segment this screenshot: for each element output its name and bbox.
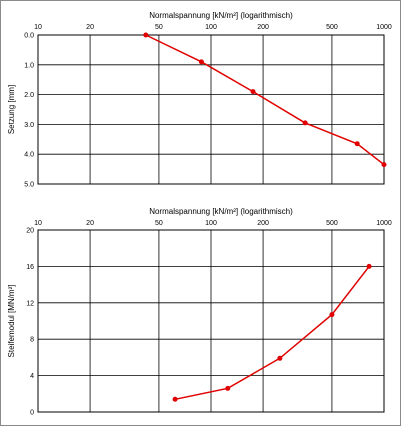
data-point	[143, 32, 149, 38]
data-point	[381, 162, 387, 168]
x-tick-label: 20	[86, 220, 94, 227]
y-tick-label: 0	[30, 410, 34, 417]
y-tick-label: 2.0	[24, 92, 34, 99]
x-tick-label: 500	[326, 24, 338, 31]
settlement-chart: 10 20 50 100 200 500 1000 0.0 1.0 2.0 3.0 4.0 5.0 Nor…	[7, 11, 392, 189]
y-tick-label: 12	[26, 300, 34, 307]
series-line	[174, 265, 370, 401]
y-tick-label: 0.0	[24, 33, 34, 40]
stiffness-modulus-chart: 10 20 50 100 200 500 1000048121620Normalspannu…	[7, 207, 392, 417]
data-point	[329, 312, 335, 318]
y-tick-label: 1.0	[24, 62, 34, 69]
x-tick-label: 500	[326, 220, 338, 227]
x-tick-label: 100	[205, 24, 217, 31]
x-axis-title: Normalspannung [kN/m²] (logarithmisch)	[149, 207, 293, 216]
y-tick-label: 5.0	[24, 182, 34, 189]
x-axis-title: Normalspannung [kN/m²] (logarithmisch)	[149, 11, 293, 20]
series-line	[145, 34, 385, 166]
x-tick-label: 200	[257, 24, 269, 31]
data-point	[354, 141, 360, 147]
y-tick-label: 16	[26, 264, 34, 271]
x-tick-label: 10	[34, 24, 42, 31]
y-tick-label: 20	[26, 228, 34, 235]
x-tick-label: 1000	[376, 24, 392, 31]
x-tick-label: 1000	[376, 220, 392, 227]
x-tick-label: 50	[155, 220, 163, 227]
data-point	[225, 385, 231, 391]
x-tick-label: 100	[205, 220, 217, 227]
y-tick-label: 4	[30, 373, 34, 380]
data-point	[198, 59, 204, 65]
x-tick-label: 20	[86, 24, 94, 31]
y-axis-title: Setzung [mm]	[7, 85, 16, 134]
x-tick-label: 10	[34, 220, 42, 227]
y-tick-label: 4.0	[24, 152, 34, 159]
data-point	[277, 355, 283, 361]
data-point	[172, 396, 178, 402]
x-tick-label: 50	[155, 24, 163, 31]
data-point	[250, 89, 256, 95]
y-tick-label: 8	[30, 337, 34, 344]
data-point	[366, 263, 372, 269]
y-axis-title: Steifemodul [MN/m²]	[7, 285, 16, 358]
y-tick-label: 3.0	[24, 122, 34, 129]
data-point	[302, 120, 308, 126]
x-tick-label: 200	[257, 220, 269, 227]
